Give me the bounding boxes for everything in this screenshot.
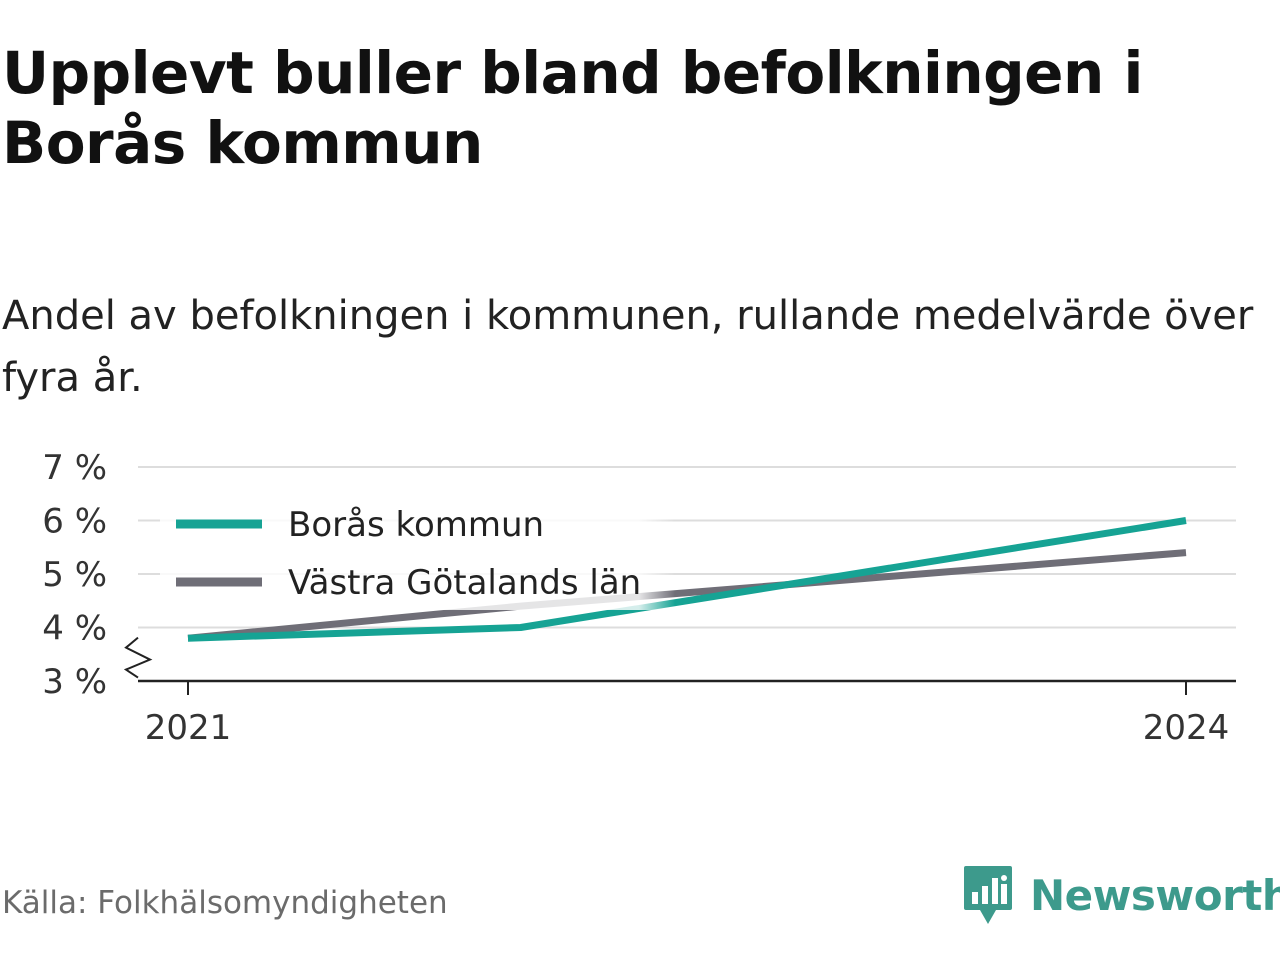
y-tick-label: 7 % [42, 448, 107, 488]
y-axis-tick-labels: 3 % 4 % 5 % 6 % 7 % [42, 448, 107, 702]
brand-name: Newsworthy [1030, 870, 1280, 920]
brand-logo: Newsworthy [962, 862, 1280, 928]
x-axis [123, 636, 1236, 695]
y-tick-label: 5 % [42, 555, 107, 595]
axis-break-marker [123, 636, 153, 679]
x-tick-label: 2021 [145, 708, 232, 748]
y-tick-label: 3 % [42, 662, 107, 702]
y-tick-label: 6 % [42, 502, 107, 542]
line-chart: 3 % 4 % 5 % 6 % 7 % 2021 2024 Borås kommun Väs… [42, 448, 1236, 748]
source-note: Källa: Folkhälsomyndigheten [2, 885, 448, 921]
series-line [187, 517, 1187, 642]
newsworthy-logo-icon [964, 866, 1012, 924]
legend-background [160, 492, 675, 610]
x-tick-label: 2024 [1143, 708, 1230, 748]
y-tick-label: 4 % [42, 609, 107, 649]
chart-subtitle: Andel av befolkningen i kommunen, rullan… [2, 293, 1254, 401]
series-line [187, 549, 1187, 642]
series-lines [187, 517, 1187, 642]
x-axis-tick-labels: 2021 2024 [145, 708, 1230, 748]
legend: Borås kommun Västra Götalands län [160, 492, 675, 610]
legend-label: Borås kommun [288, 505, 544, 545]
legend-label: Västra Götalands län [288, 563, 641, 603]
chart-title: Upplevt buller bland befolkningen i Borå… [2, 39, 1143, 177]
